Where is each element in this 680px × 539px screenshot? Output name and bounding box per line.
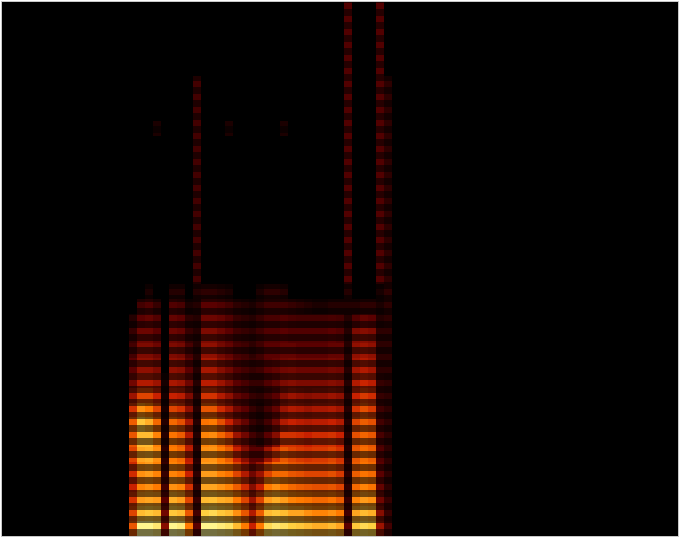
page-background — [0, 0, 680, 539]
plot-frame — [2, 2, 679, 537]
texture — [2, 2, 678, 536]
plot-background — [2, 2, 678, 536]
chart — [0, 0, 680, 539]
harmonic-texture — [2, 2, 678, 536]
